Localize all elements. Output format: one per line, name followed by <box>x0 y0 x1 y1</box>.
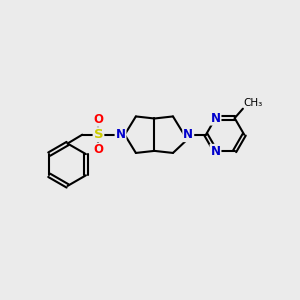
Text: O: O <box>94 143 103 157</box>
Text: N: N <box>211 112 220 124</box>
Text: N: N <box>116 128 126 141</box>
Text: N: N <box>183 128 193 141</box>
Text: O: O <box>94 113 103 126</box>
Text: CH₃: CH₃ <box>244 98 263 108</box>
Text: S: S <box>94 128 103 141</box>
Text: N: N <box>211 145 220 158</box>
